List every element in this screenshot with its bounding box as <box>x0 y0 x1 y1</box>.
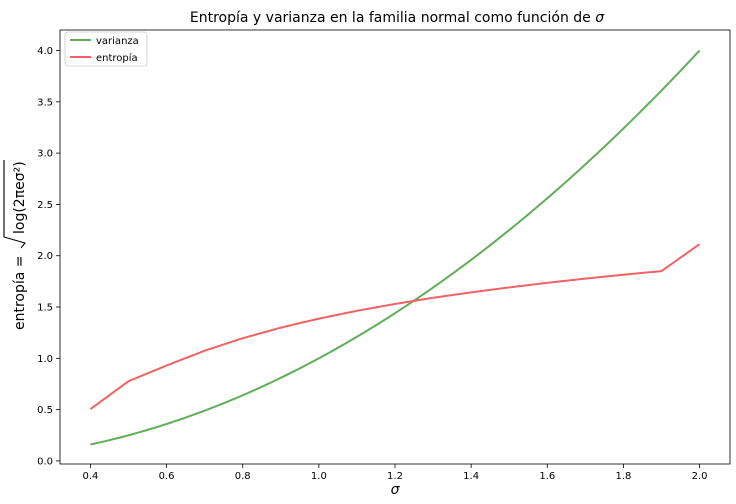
legend-label-entropia: entropía <box>96 52 138 64</box>
legend-label-varianza: varianza <box>96 36 139 47</box>
x-tick-label: 1.4 <box>463 471 479 482</box>
y-axis-label-formula: log(2πeσ²) <box>12 161 28 234</box>
x-tick-label: 1.6 <box>539 471 555 482</box>
y-tick-label: 2.0 <box>37 251 53 262</box>
y-tick-label: 0.5 <box>37 405 53 416</box>
x-tick-label: 1.2 <box>387 471 403 482</box>
x-tick-label: 2.0 <box>692 471 708 482</box>
x-axis: 0.4 0.6 0.8 1.0 1.2 1.4 1.6 1.8 2.0 <box>83 464 708 482</box>
chart-title: Entropía y varianza en la familia normal… <box>190 10 605 26</box>
series-line-varianza <box>90 49 701 446</box>
x-tick-label: 1.8 <box>615 471 631 482</box>
y-tick-label: 4.0 <box>37 46 53 57</box>
x-tick-label: 0.6 <box>159 471 175 482</box>
y-tick-label: 1.0 <box>37 354 53 365</box>
x-axis-label: σ <box>391 482 401 498</box>
y-axis-label-prefix: entropía = <box>12 255 28 330</box>
y-tick-label: 3.5 <box>37 97 53 108</box>
y-tick-label: 0.0 <box>37 456 53 467</box>
y-tick-label: 2.5 <box>37 200 53 211</box>
y-tick-label: 1.5 <box>37 303 53 314</box>
x-tick-label: 0.8 <box>235 471 251 482</box>
y-axis-label: entropía = log(2πeσ²) <box>3 160 28 330</box>
plot-frame <box>59 29 731 465</box>
legend: varianza entropía <box>64 31 148 67</box>
series-line-entropia <box>89 243 701 410</box>
x-tick-label: 1.0 <box>311 471 327 482</box>
y-axis: 0.0 0.5 1.0 1.5 2.0 2.5 3.0 3.5 4.0 <box>37 46 60 467</box>
series-lines <box>89 49 701 446</box>
chart-title-text: Entropía y varianza en la familia normal… <box>190 10 595 26</box>
x-tick-label: 0.4 <box>83 471 99 482</box>
chart-title-symbol: σ <box>595 10 605 26</box>
sqrt-sign <box>3 160 26 249</box>
y-tick-label: 3.0 <box>37 149 53 160</box>
